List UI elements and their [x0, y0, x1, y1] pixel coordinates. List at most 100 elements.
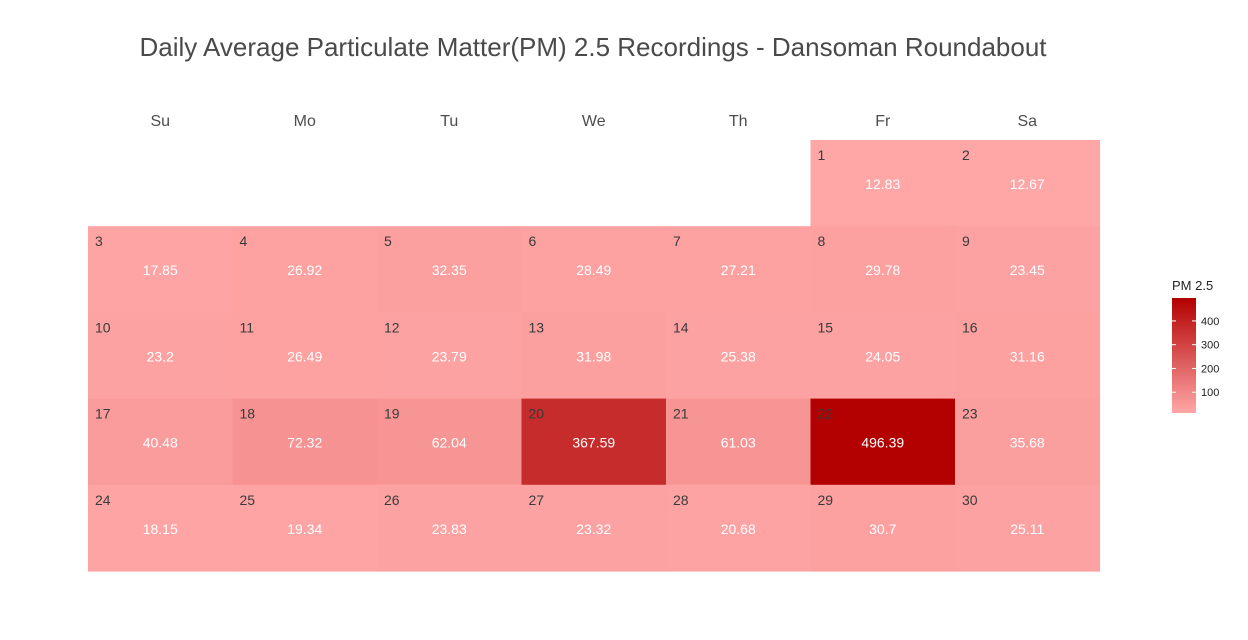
day-number: 7: [673, 233, 681, 249]
day-number: 15: [818, 319, 834, 335]
day-cell-tile: [377, 226, 523, 313]
day-number: 23: [962, 406, 978, 422]
weekday-header-th: Th: [729, 113, 748, 130]
legend-tick-label: 300: [1201, 340, 1219, 352]
day-value-label: 31.98: [576, 348, 611, 364]
day-value-label: 19.34: [287, 521, 322, 537]
day-cell-12: 12 23.79: [377, 312, 523, 400]
day-cell-20: 20 367.59: [521, 398, 667, 486]
day-cell-3: 317.85: [88, 226, 234, 313]
legend-title: PM 2.5: [1172, 278, 1214, 293]
day-cell-tile: [955, 484, 1101, 572]
day-cell-tile: [521, 398, 667, 486]
day-cell-17: 17 40.48: [88, 398, 234, 486]
day-value-label: 20.68: [721, 521, 756, 537]
weekday-header-fr: Fr: [875, 113, 891, 130]
day-value-label: 12.67: [1010, 176, 1045, 192]
day-cell-15: 15 24.05: [810, 312, 956, 400]
day-cell-tile: [232, 484, 378, 572]
day-cell-tile: [955, 398, 1101, 486]
day-cell-2: 212.67: [955, 140, 1101, 227]
day-number: 24: [95, 492, 111, 508]
day-cell-14: 14 25.38: [666, 312, 812, 400]
day-cell-6: 628.49: [521, 226, 667, 313]
day-cell-tile: [810, 226, 956, 313]
day-cell-23: 23 35.68: [955, 398, 1101, 486]
day-number: 22: [818, 406, 834, 422]
day-cell-tile: [88, 226, 234, 313]
legend-tick-label: 100: [1201, 387, 1219, 399]
weekday-header-su: Su: [150, 113, 170, 130]
day-cell-30: 30 25.11: [955, 484, 1101, 572]
day-cell-tile: [88, 398, 234, 486]
day-number: 30: [962, 492, 978, 508]
day-number: 29: [818, 492, 834, 508]
day-number: 17: [95, 406, 111, 422]
day-cell-25: 25 19.34: [232, 484, 378, 572]
day-value-label: 24.05: [865, 348, 900, 364]
day-cell-tile: [377, 484, 523, 572]
day-cell-11: 11 26.49: [232, 312, 378, 400]
day-number: 13: [529, 319, 545, 335]
day-cell-13: 13 31.98: [521, 312, 667, 400]
day-cell-22: 22 496.39: [810, 398, 956, 486]
day-value-label: 23.2: [147, 348, 174, 364]
day-value-label: 367.59: [572, 435, 615, 451]
day-cell-21: 21 61.03: [666, 398, 812, 486]
day-value-label: 27.21: [721, 262, 756, 278]
day-cell-tile: [88, 312, 234, 400]
day-number: 12: [384, 319, 400, 335]
day-number: 14: [673, 319, 689, 335]
day-cell-tile: [955, 140, 1101, 227]
day-cell-10: 10 23.2: [88, 312, 234, 400]
day-value-label: 12.83: [865, 176, 900, 192]
day-value-label: 29.78: [865, 262, 900, 278]
day-number: 27: [529, 492, 545, 508]
weekday-headers: Su Mo Tu We Th Fr Sa: [150, 113, 1037, 130]
day-value-label: 23.83: [432, 521, 467, 537]
day-value-label: 26.92: [287, 262, 322, 278]
day-number: 26: [384, 492, 400, 508]
day-value-label: 31.16: [1010, 348, 1045, 364]
day-cell-tile: [810, 484, 956, 572]
day-number: 6: [529, 233, 537, 249]
day-cell-tile: [232, 312, 378, 400]
day-cell-27: 27 23.32: [521, 484, 667, 572]
day-value-label: 23.79: [432, 348, 467, 364]
day-value-label: 40.48: [143, 435, 178, 451]
day-value-label: 35.68: [1010, 435, 1045, 451]
day-number: 4: [240, 233, 248, 249]
day-value-label: 30.7: [869, 521, 896, 537]
day-value-label: 62.04: [432, 435, 467, 451]
calendar-cells: 112.83212.67317.85426.92532.35628.49727.…: [88, 140, 1101, 572]
day-cell-tile: [88, 484, 234, 572]
day-cell-7: 727.21: [666, 226, 812, 313]
day-cell-tile: [810, 140, 956, 227]
day-value-label: 25.11: [1010, 521, 1044, 537]
day-value-label: 23.45: [1010, 262, 1045, 278]
day-cell-29: 29 30.7: [810, 484, 956, 572]
day-number: 2: [962, 147, 970, 163]
day-cell-tile: [521, 484, 667, 572]
chart-title: Daily Average Particulate Matter(PM) 2.5…: [139, 32, 1047, 62]
day-number: 20: [529, 406, 545, 422]
day-cell-tile: [810, 398, 956, 486]
day-cell-tile: [666, 398, 812, 486]
day-cell-19: 19 62.04: [377, 398, 523, 486]
day-number: 8: [818, 233, 826, 249]
day-value-label: 18.15: [143, 521, 178, 537]
day-cell-tile: [955, 226, 1101, 313]
day-cell-18: 18 72.32: [232, 398, 378, 486]
day-value-label: 32.35: [432, 262, 467, 278]
day-number: 16: [962, 319, 978, 335]
day-number: 9: [962, 233, 970, 249]
day-value-label: 72.32: [287, 435, 322, 451]
weekday-header-sa: Sa: [1017, 113, 1037, 130]
day-value-label: 28.49: [576, 262, 611, 278]
day-number: 21: [673, 406, 689, 422]
day-cell-tile: [232, 226, 378, 313]
day-value-label: 496.39: [861, 435, 904, 451]
weekday-header-tu: Tu: [440, 113, 458, 130]
day-cell-tile: [521, 226, 667, 313]
